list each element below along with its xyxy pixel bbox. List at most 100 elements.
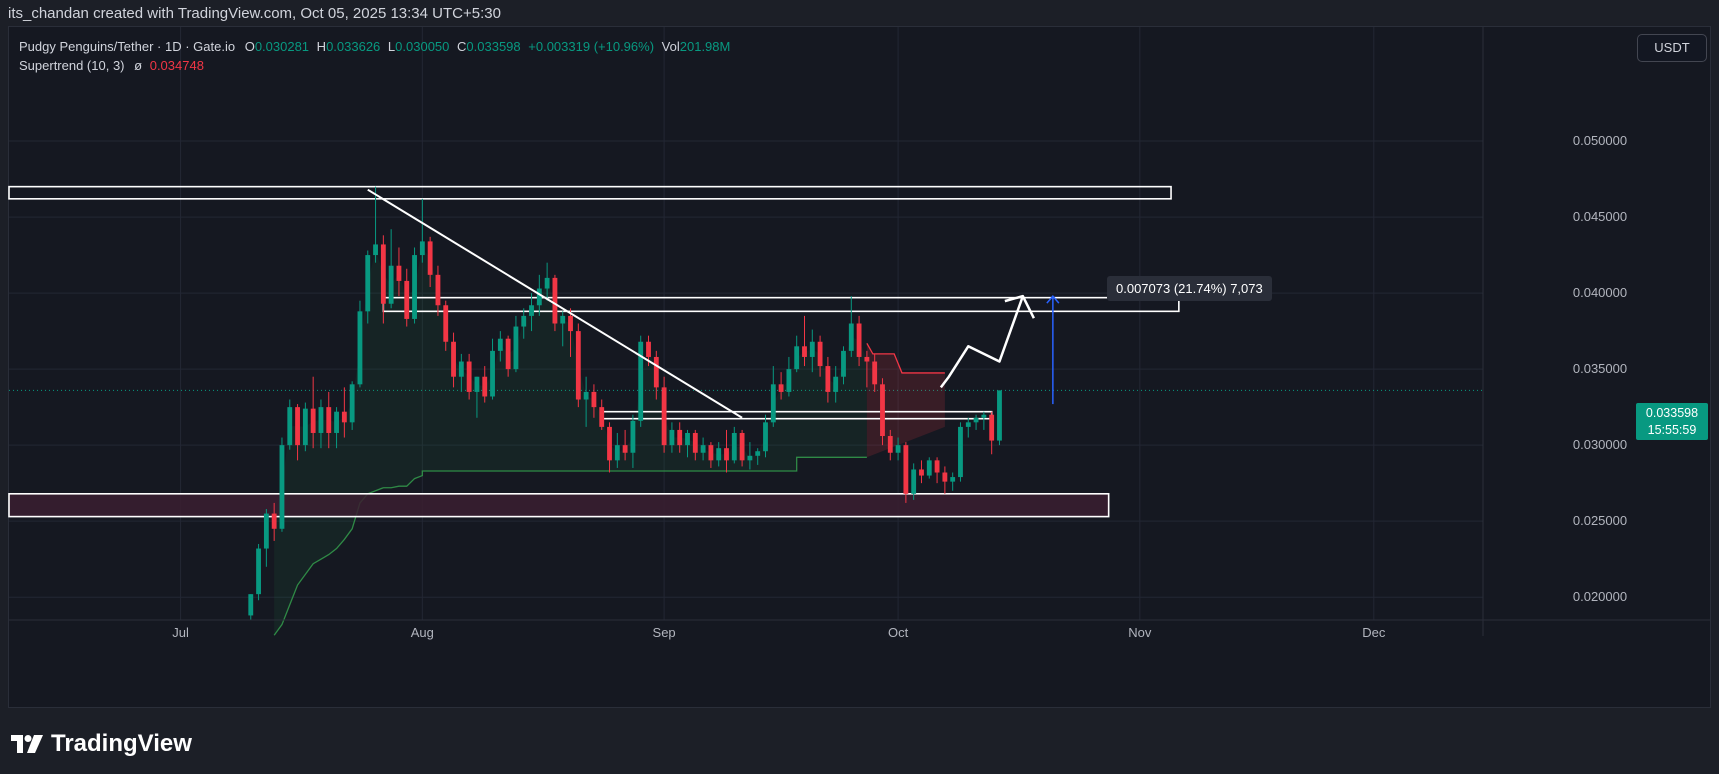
footer: TradingView (0, 708, 1719, 774)
projection-path (939, 295, 1025, 389)
candle-body (864, 356, 870, 362)
candle-body (552, 277, 558, 324)
low-label: L (387, 39, 396, 54)
candle-body (685, 432, 690, 446)
candle-body (692, 432, 698, 453)
candle-body (575, 331, 581, 400)
candle-body (373, 244, 378, 256)
supertrend-down-fill (866, 343, 945, 458)
low-value: 0.030050 (395, 39, 450, 54)
y-tick-label: 0.040000 (1573, 285, 1627, 300)
candle-body (747, 455, 753, 461)
candle-body (825, 366, 831, 392)
x-tick-label: Sep (653, 625, 676, 640)
close-value: 0.033598 (466, 39, 521, 54)
high-value: 0.033626 (326, 39, 381, 54)
tradingview-logo-icon (11, 735, 43, 753)
candle-body (708, 445, 714, 461)
tradingview-logo[interactable]: TradingView (11, 730, 192, 758)
tradingview-logo-text: TradingView (51, 730, 192, 757)
resistance-zone-top (8, 185, 1172, 200)
candle-body (490, 350, 495, 397)
candle-body (817, 341, 823, 367)
candle-body (591, 391, 597, 408)
candle-body (942, 472, 948, 482)
candle-body (474, 376, 480, 392)
candle-body (653, 356, 659, 388)
last-price: 0.033598 (1645, 406, 1699, 420)
open-label: O (244, 39, 255, 54)
candle-body (958, 426, 963, 478)
volume-label: Vol (661, 39, 680, 54)
candle-body (310, 408, 316, 433)
descending-trendline (367, 188, 743, 419)
candle-body (622, 445, 628, 453)
last-price-tag: 0.033598 15:55:59 (1636, 403, 1708, 440)
candle-body (388, 265, 394, 304)
candle-body (981, 414, 987, 418)
candle-body (794, 346, 800, 370)
candle-body (349, 384, 355, 423)
candle-body (887, 436, 893, 453)
symbol-title[interactable]: Pudgy Penguins/Tether · 1D · Gate.io (19, 39, 236, 54)
high-label: H (316, 39, 327, 54)
projection-arrowhead (1004, 294, 1035, 319)
chart-canvas[interactable]: 0.050000 0.045000 0.040000 0.035000 0.030000… (0, 0, 1719, 708)
y-tick-label: 0.020000 (1573, 589, 1627, 604)
candle-body (318, 407, 324, 433)
candle-body (880, 384, 885, 437)
x-tick-label: Nov (1128, 625, 1152, 640)
candle-body (443, 305, 449, 342)
candle-body (287, 407, 293, 446)
candle-body (934, 460, 940, 473)
candle-layer (248, 186, 1002, 620)
candle-body (989, 414, 995, 441)
candle-body (568, 315, 573, 332)
grid-layer (9, 27, 1483, 620)
candle-body (724, 448, 729, 461)
candle-body (903, 445, 909, 494)
currency-button[interactable]: USDT (1637, 34, 1707, 62)
x-tick-label: Aug (411, 625, 434, 640)
candle-body (583, 391, 589, 400)
close-value-group: C0.033598 (457, 39, 521, 54)
indicator-name[interactable]: Supertrend (10, 3) (19, 58, 125, 73)
author-credit: its_chandan created with TradingView.com… (8, 5, 501, 22)
symbol-legend[interactable]: Pudgy Penguins/Tether · 1D · Gate.io O0.… (19, 39, 730, 54)
candle-body (396, 265, 402, 281)
close-label: C (457, 39, 467, 54)
candle-body (544, 277, 550, 289)
candle-body (607, 426, 612, 461)
candle-body (677, 429, 683, 446)
candle-body (334, 411, 339, 433)
candle-body (700, 445, 706, 453)
indicator-legend[interactable]: Supertrend (10, 3) ø 0.034748 (19, 58, 204, 73)
open-value-group: O0.030281 (245, 39, 309, 54)
candle-body (856, 323, 862, 357)
y-tick-label: 0.045000 (1573, 209, 1627, 224)
change-value: +0.003319 (+10.96%) (528, 39, 655, 54)
candle-body (770, 384, 776, 423)
low-value-group: L0.030050 (388, 39, 449, 54)
candle-body (599, 407, 605, 427)
candle-body (763, 422, 768, 452)
measure-label: 0.007073 (21.74%) 7,073 (1107, 276, 1272, 301)
chart-frame[interactable] (8, 26, 1711, 708)
candle-body (841, 350, 846, 377)
x-tick-label: Jul (172, 625, 189, 640)
support-zone (8, 492, 1110, 518)
candle-body (427, 241, 433, 275)
candle-body (809, 341, 815, 357)
candle-body (872, 361, 878, 385)
candle-body (326, 407, 332, 433)
candle-body (716, 448, 722, 461)
high-value-group: H0.033626 (317, 39, 381, 54)
candle-body (521, 315, 527, 327)
candle-body (458, 361, 464, 377)
candle-body (365, 255, 371, 312)
candle-body (466, 361, 472, 392)
candle-body (965, 422, 971, 427)
candle-body (380, 244, 386, 304)
candle-body (357, 311, 363, 385)
candle-body (482, 376, 488, 397)
